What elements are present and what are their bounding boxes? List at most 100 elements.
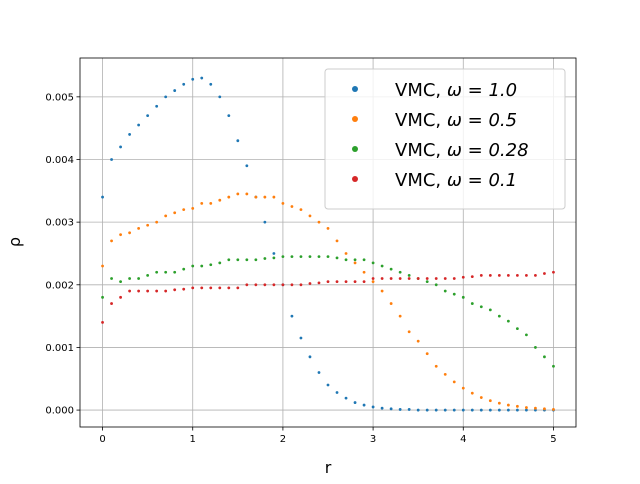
point-s2-15 bbox=[236, 258, 240, 262]
point-s3-16 bbox=[245, 283, 249, 287]
point-s0-18 bbox=[263, 220, 267, 224]
point-s3-21 bbox=[290, 283, 294, 287]
point-s2-18 bbox=[263, 257, 267, 260]
series-2-points bbox=[101, 255, 555, 368]
point-s1-16 bbox=[245, 192, 249, 196]
point-s1-26 bbox=[335, 239, 339, 243]
point-s0-21 bbox=[290, 314, 294, 318]
point-s0-13 bbox=[218, 95, 222, 99]
point-s2-2 bbox=[119, 280, 122, 284]
y-tick-label-0: 0.000 bbox=[45, 406, 74, 417]
point-s0-34 bbox=[407, 408, 411, 411]
point-s2-0 bbox=[101, 295, 104, 299]
legend-marker-3 bbox=[352, 176, 358, 182]
point-s2-40 bbox=[461, 295, 465, 299]
point-s0-47 bbox=[525, 408, 528, 412]
point-s1-38 bbox=[443, 372, 447, 376]
x-tick-label-4: 4 bbox=[460, 434, 466, 445]
point-s2-49 bbox=[543, 355, 546, 359]
point-s0-38 bbox=[443, 408, 447, 412]
point-s1-21 bbox=[290, 205, 294, 208]
legend-label-3: VMC, ω = 0.1 bbox=[395, 170, 517, 191]
point-s3-22 bbox=[299, 283, 303, 287]
point-s0-10 bbox=[191, 77, 195, 81]
point-s2-31 bbox=[380, 264, 384, 268]
point-s0-23 bbox=[308, 355, 312, 359]
point-s3-5 bbox=[146, 289, 150, 293]
point-s2-50 bbox=[552, 364, 555, 368]
point-s1-24 bbox=[317, 220, 321, 224]
point-s3-8 bbox=[173, 288, 177, 292]
point-s3-13 bbox=[218, 286, 222, 290]
point-s3-36 bbox=[425, 277, 429, 280]
point-s3-0 bbox=[101, 320, 104, 324]
y-tick-label-5: 0.005 bbox=[45, 92, 74, 103]
y-tick-label-3: 0.003 bbox=[45, 218, 74, 229]
point-s3-39 bbox=[452, 277, 456, 280]
point-s2-25 bbox=[326, 255, 330, 258]
point-s2-44 bbox=[497, 314, 501, 318]
point-s1-46 bbox=[515, 404, 519, 408]
point-s3-42 bbox=[479, 273, 483, 277]
x-tick-label-2: 2 bbox=[280, 434, 286, 445]
point-s2-6 bbox=[155, 270, 159, 274]
y-tick-label-2: 0.002 bbox=[45, 280, 74, 291]
point-s0-40 bbox=[461, 408, 465, 412]
point-s0-14 bbox=[227, 114, 231, 118]
point-s1-15 bbox=[236, 192, 240, 196]
point-s0-26 bbox=[335, 391, 339, 394]
point-s0-41 bbox=[470, 408, 474, 412]
point-s2-17 bbox=[254, 258, 258, 262]
point-s3-18 bbox=[263, 283, 267, 287]
legend-label-0-math: ω = 1.0 bbox=[447, 80, 517, 101]
y-axis-label: ρ bbox=[5, 237, 24, 247]
point-s1-27 bbox=[344, 252, 348, 255]
x-tick-label-5: 5 bbox=[550, 434, 556, 445]
point-s2-1 bbox=[110, 277, 113, 280]
point-s1-3 bbox=[128, 231, 132, 235]
point-s2-42 bbox=[479, 305, 483, 309]
point-s2-24 bbox=[317, 255, 321, 258]
x-tick-label-0: 0 bbox=[99, 434, 105, 445]
point-s1-43 bbox=[488, 399, 492, 403]
x-tick-label-1: 1 bbox=[190, 434, 196, 445]
point-s0-25 bbox=[326, 383, 330, 387]
point-s0-27 bbox=[344, 396, 348, 400]
point-s2-28 bbox=[353, 258, 357, 262]
point-s3-26 bbox=[335, 280, 339, 284]
point-s3-50 bbox=[552, 270, 555, 274]
point-s1-5 bbox=[146, 223, 150, 227]
point-s3-25 bbox=[326, 280, 330, 284]
point-s1-10 bbox=[191, 206, 195, 210]
point-s2-7 bbox=[164, 270, 168, 274]
point-s3-40 bbox=[461, 275, 465, 279]
y-tick-label-1: 0.001 bbox=[45, 343, 74, 354]
point-s0-1 bbox=[110, 158, 113, 161]
legend-box bbox=[324, 68, 566, 210]
point-s2-46 bbox=[515, 327, 519, 331]
point-s2-16 bbox=[245, 258, 249, 262]
point-s1-2 bbox=[119, 233, 122, 237]
point-s2-20 bbox=[281, 255, 285, 258]
point-s1-0 bbox=[101, 264, 104, 268]
point-s1-44 bbox=[497, 401, 501, 405]
point-s3-49 bbox=[543, 272, 546, 275]
series-0-points bbox=[101, 76, 555, 412]
point-s1-34 bbox=[407, 330, 411, 334]
point-s3-37 bbox=[434, 277, 438, 280]
point-s3-10 bbox=[191, 286, 195, 290]
point-s1-28 bbox=[353, 261, 357, 265]
point-s1-30 bbox=[371, 280, 375, 284]
point-s0-42 bbox=[479, 408, 483, 412]
point-s1-1 bbox=[110, 239, 113, 243]
point-s1-17 bbox=[254, 195, 258, 199]
point-s0-32 bbox=[389, 407, 393, 411]
point-s2-26 bbox=[335, 256, 339, 260]
point-s3-15 bbox=[236, 286, 240, 290]
point-s2-32 bbox=[389, 267, 393, 271]
point-s2-11 bbox=[200, 264, 204, 268]
x-axis-label: r bbox=[325, 458, 332, 477]
